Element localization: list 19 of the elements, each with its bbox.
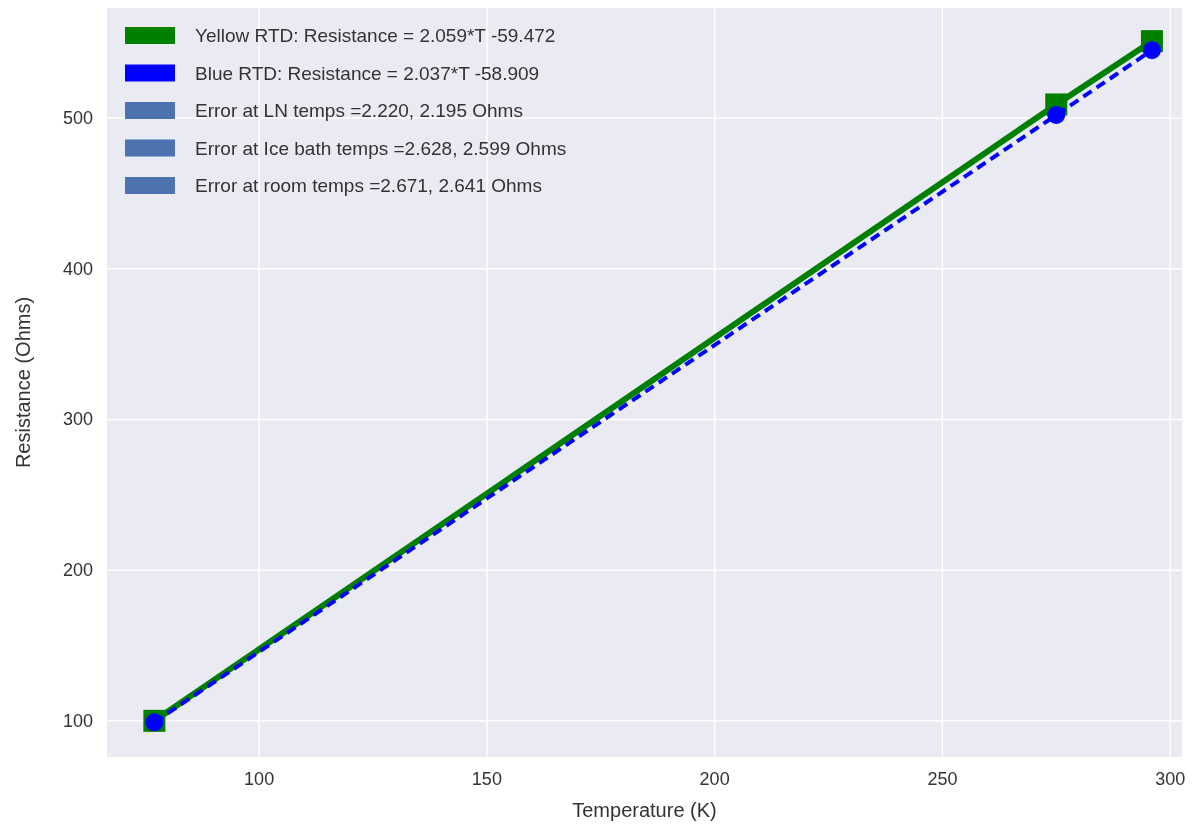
x-tick-label: 150 xyxy=(471,769,502,789)
x-tick-label: 200 xyxy=(699,769,730,789)
y-tick-label: 400 xyxy=(62,258,93,279)
y-tick-label: 200 xyxy=(62,560,93,581)
point xyxy=(1142,41,1161,60)
y-tick-label: 300 xyxy=(62,409,93,430)
y-tick-label: 100 xyxy=(62,710,93,731)
x-tick-label: 300 xyxy=(1155,769,1186,789)
x-axis-title: Temperature (K) xyxy=(572,799,717,821)
legend-label: Error at room temps =2.671, 2.641 Ohms xyxy=(195,175,542,196)
y-axis-title: Resistance (Ohms) xyxy=(12,296,34,469)
point xyxy=(1047,106,1066,124)
legend-label: Error at Ice bath temps =2.628, 2.599 Ohms xyxy=(195,137,567,159)
x-tick-label: 250 xyxy=(927,769,958,789)
legend-label: Yellow RTD: Resistance = 2.059*T -59.472 xyxy=(195,25,556,46)
x-tick-label: 100 xyxy=(244,769,275,789)
legend-label: Blue RTD: Resistance = 2.037*T -58.909 xyxy=(195,62,540,84)
legend-label: Error at LN temps =2.220, 2.195 Ohms xyxy=(195,100,523,121)
y-tick-label: 500 xyxy=(62,108,93,129)
